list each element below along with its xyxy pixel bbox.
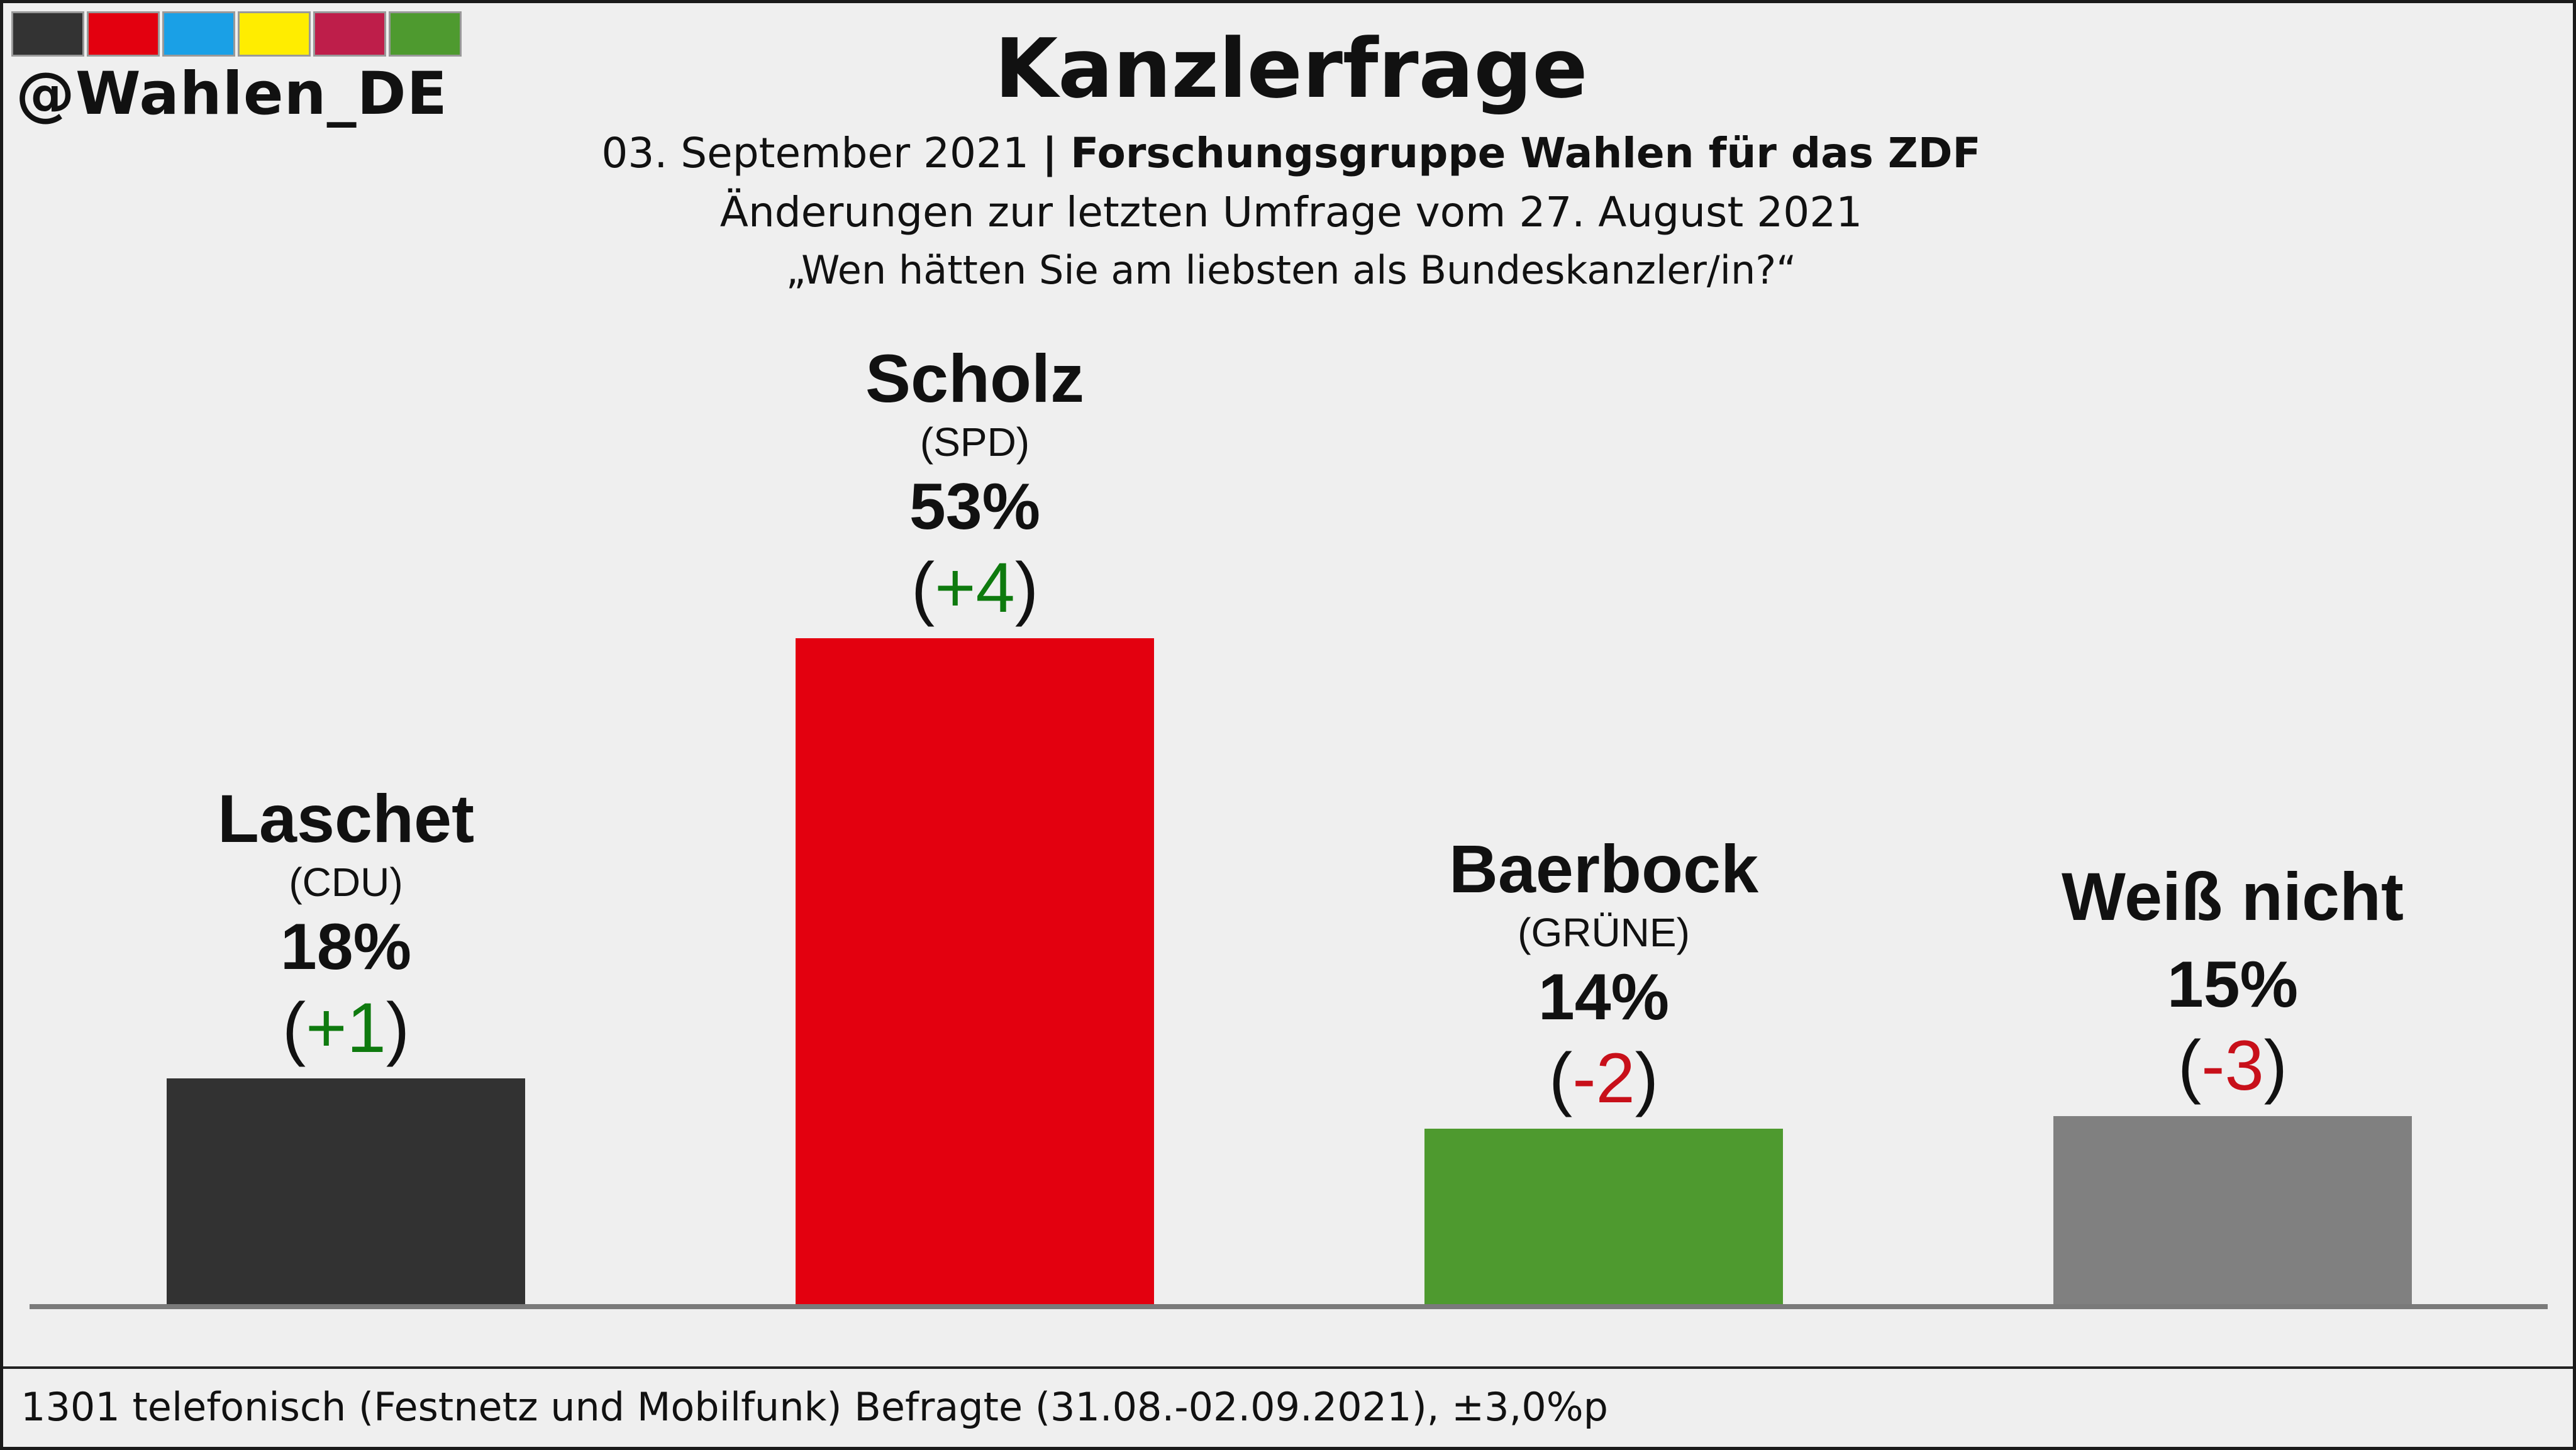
category-label-1: Scholz [865,340,1084,416]
party-label-2: (GRÜNE) [1518,910,1690,955]
poll-institute: Forschungsgruppe Wahlen für das ZDF [1070,129,1981,177]
brand-handle: @Wahlen_DE [16,60,448,128]
subtitle-question: „Wen hätten Sie am liebsten als Bundeska… [786,247,1797,293]
party-color-strip [11,11,464,57]
color-swatch-5 [389,11,462,57]
footer-divider [3,1366,2573,1369]
category-label-2: Baerbock [1449,831,1759,907]
value-label-3: 15% [2167,948,2298,1021]
change-label-2: (-2) [1549,1039,1658,1117]
bar-chart: (+1)18% (CDU)Laschet (+4)53% (SPD)Scholz (-2… [30,340,2548,1309]
poll-date: 03. September 2021 [601,129,1030,177]
color-swatch-0 [11,11,84,57]
footer-note: 1301 telefonisch (Festnetz und Mobilfunk… [21,1384,1608,1430]
change-label-3: (-3) [2178,1026,2287,1105]
change-label-1: (+4) [911,548,1038,627]
title-separator: | [1042,129,1058,177]
bar-1 [796,638,1154,1305]
bar-3 [2053,1116,2412,1305]
value-label-0: 18% [280,910,411,983]
bar-0 [167,1078,525,1305]
subtitle-date-institute: 03. September 2021 | Forschungsgruppe Wa… [3,129,2576,177]
color-swatch-2 [162,11,235,57]
chart-title: Kanzlerfrage [994,21,1588,116]
bar-2 [1424,1129,1783,1305]
value-label-2: 14% [1538,961,1669,1034]
category-label-0: Laschet [218,780,474,856]
color-swatch-1 [87,11,160,57]
color-swatch-3 [238,11,311,57]
value-label-1: 53% [909,470,1040,543]
color-swatch-4 [313,11,386,57]
change-label-0: (+1) [282,988,409,1067]
party-label-0: (CDU) [289,860,402,905]
subtitle-comparison: Änderungen zur letzten Umfrage vom 27. A… [719,188,1863,236]
party-label-1: (SPD) [920,419,1030,465]
category-label-3: Weiß nicht [2062,858,2404,934]
